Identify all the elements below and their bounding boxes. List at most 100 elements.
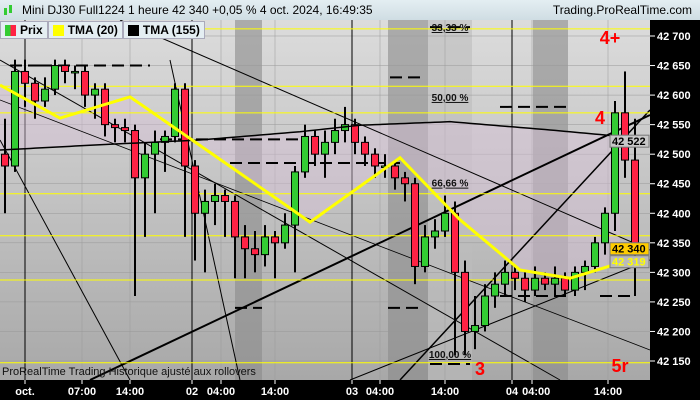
legend-prix[interactable]: Prix (0, 21, 48, 39)
x-tick-label: 14:00 (594, 386, 622, 398)
candle-body (281, 224, 289, 244)
wave-annotation: 3 (475, 359, 485, 379)
x-tick-label: 07:00 (68, 386, 96, 398)
candle-body (101, 88, 109, 126)
candle-body (591, 242, 599, 267)
x-tick-label: 02 (186, 386, 198, 398)
wave-annotation: 4+ (600, 28, 621, 48)
candle-body (171, 88, 179, 137)
price-tag-label: 42 319 (612, 257, 646, 269)
candle-body (401, 177, 409, 185)
candle-body (351, 124, 359, 143)
x-tick-label: 03 (346, 386, 358, 398)
session-band (388, 20, 428, 380)
tma20-swatch (52, 24, 64, 36)
y-tick-label: 42 350 (657, 238, 691, 250)
wave-annotation: 4 (595, 108, 605, 128)
legend-label: TMA (155) (142, 23, 200, 37)
candle-body (421, 236, 429, 267)
chart-note: ProRealTime Trading Historique ajusté au… (2, 366, 256, 378)
candle-body (41, 88, 49, 102)
candle-body (331, 130, 339, 143)
candle-body (181, 88, 189, 167)
candle-body (121, 127, 129, 132)
price-tag-label: 42 340 (612, 244, 646, 256)
price-tag (609, 134, 650, 148)
y-tick-label: 42 600 (657, 90, 691, 102)
wave-annotation: 5r (611, 356, 628, 376)
candle-body (221, 195, 229, 202)
candle-body (511, 271, 519, 279)
trend-line (119, 20, 651, 251)
x-tick-label: oct. (15, 386, 35, 398)
candle-body (371, 153, 379, 167)
candle-body (71, 70, 79, 74)
candle-body (51, 65, 59, 90)
candle-body (141, 153, 149, 179)
candle-body (441, 212, 449, 232)
candle-body (31, 82, 39, 102)
candle-body (601, 212, 609, 244)
candle-body (241, 236, 249, 250)
candle-body (471, 325, 479, 332)
session-band (235, 20, 262, 380)
x-tick-label: 04:00 (207, 386, 235, 398)
x-tick-label: 04 (506, 386, 519, 398)
price-tag (609, 242, 650, 256)
candle-body (111, 124, 119, 129)
x-tick-label: 14:00 (116, 386, 144, 398)
candle-body (251, 248, 259, 256)
session-band (533, 20, 568, 380)
candle-body (551, 277, 559, 285)
candle-body (431, 230, 439, 238)
candle-body (261, 236, 269, 256)
candle-body (151, 141, 159, 155)
candle-body (311, 135, 319, 155)
candle-body (391, 165, 399, 179)
candle-body (541, 277, 549, 285)
tma20-line (0, 83, 621, 280)
legend-label: TMA (20) (67, 23, 118, 37)
candle-body (501, 271, 509, 285)
site-link[interactable]: Trading.ProRealTime.com (552, 3, 692, 17)
candlestick-icon (4, 5, 12, 15)
fib-label: 50,00 % (432, 93, 469, 104)
price-tag-label: 42 522 (612, 136, 646, 148)
x-tick-label: 04:00 (366, 386, 394, 398)
legend-tma155[interactable]: TMA (155) (122, 21, 205, 39)
fib-label: 66,66 % (432, 179, 469, 190)
candle-body (201, 200, 209, 214)
x-tick-label: 04:00 (522, 386, 550, 398)
trend-line (399, 109, 651, 381)
chart-title: Mini DJ30 Full1224 1 heure 42 340 +0,05 … (22, 3, 373, 17)
candle-body (191, 165, 199, 214)
candle-body (411, 183, 419, 267)
y-tick-label: 42 450 (657, 179, 691, 191)
candle-body (571, 271, 579, 291)
candle-body (211, 195, 219, 202)
candle-body (271, 236, 279, 244)
y-tick-label: 42 650 (657, 61, 691, 73)
fib-label: 100,00 % (429, 350, 471, 361)
x-tick-label: 14:00 (261, 386, 289, 398)
chart-header: Mini DJ30 Full1224 1 heure 42 340 +0,05 … (0, 0, 700, 20)
y-tick-label: 42 550 (657, 120, 691, 132)
candle-body (451, 212, 459, 273)
candle-body (491, 283, 499, 297)
price-chart[interactable]: 33,33 % 50,00 % 66,66 % 100,00 % 4+ 4 3 5r 42 70… (0, 20, 700, 400)
fib-label: 33,33 % (432, 23, 469, 34)
y-tick-label: 42 150 (657, 356, 691, 368)
legend-tma20[interactable]: TMA (20) (47, 21, 123, 39)
trend-line (0, 99, 651, 351)
candle-body (11, 70, 19, 167)
y-tick-label: 42 250 (657, 297, 691, 309)
candle-body (481, 295, 489, 327)
candle-body (321, 141, 329, 155)
y-tick-label: 42 400 (657, 208, 691, 220)
trend-line (0, 139, 131, 381)
prix-swatch (5, 24, 16, 36)
candle-body (461, 271, 469, 332)
trend-line (89, 114, 651, 381)
candle-body (131, 130, 139, 179)
x-tick-label: 14:00 (431, 386, 459, 398)
